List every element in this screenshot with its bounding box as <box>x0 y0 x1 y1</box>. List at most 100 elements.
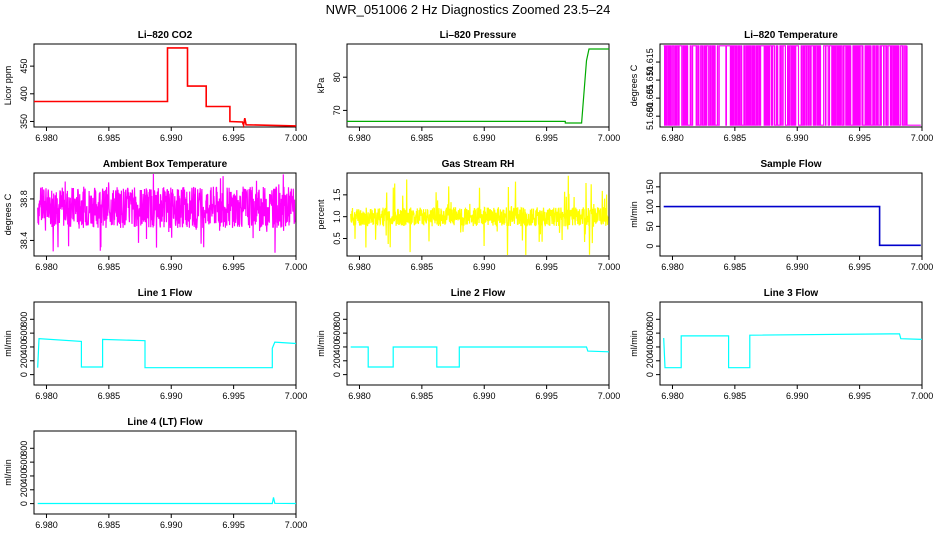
panel-licor-temp: Li–820 Temperature 6.980 6.985 6.990 6.995 7.… <box>629 30 933 143</box>
series-line <box>37 338 297 369</box>
y-tick-label: 0 <box>645 372 655 377</box>
x-tick-label: 7.000 <box>285 133 308 143</box>
y-tick-label: 38.8 <box>19 190 29 208</box>
plot-frame <box>346 43 610 128</box>
x-tick-label: 6.990 <box>786 262 809 272</box>
plot-frame <box>346 172 610 257</box>
series-line <box>663 333 923 369</box>
x-tick-label: 6.995 <box>535 133 558 143</box>
y-axis-label: ml/min <box>316 330 326 357</box>
x-tick-label: 7.000 <box>911 133 934 143</box>
y-tick-label: 200 <box>645 353 655 368</box>
plot-frame <box>659 301 923 386</box>
y-tick-label: 400 <box>19 468 29 483</box>
y-tick-label: 800 <box>645 312 655 327</box>
y-tick-label: 600 <box>645 326 655 341</box>
x-tick-label: 6.990 <box>786 133 809 143</box>
y-tick-label: 600 <box>19 326 29 341</box>
y-tick-label: 51.615 <box>645 48 655 76</box>
x-tick-label: 6.995 <box>535 262 558 272</box>
y-tick-label: 70 <box>332 105 342 115</box>
x-tick-label: 6.990 <box>160 133 183 143</box>
x-tick-label: 6.985 <box>98 262 121 272</box>
y-tick-label: 1.0 <box>332 210 342 223</box>
x-tick-label: 6.990 <box>473 262 496 272</box>
x-tick-label: 6.985 <box>411 133 434 143</box>
y-tick-label: 150 <box>645 179 655 194</box>
x-tick-label: 6.995 <box>535 391 558 401</box>
y-tick-label: 800 <box>19 441 29 456</box>
y-tick-label: 50 <box>645 221 655 231</box>
x-tick-label: 7.000 <box>911 391 934 401</box>
plot-frame <box>33 301 297 386</box>
y-tick-label: 200 <box>19 482 29 497</box>
series-line <box>350 346 610 368</box>
x-tick-label: 6.980 <box>35 133 58 143</box>
x-tick-label: 7.000 <box>911 262 934 272</box>
panel-title: Line 1 Flow <box>138 288 193 299</box>
x-tick-label: 7.000 <box>598 133 621 143</box>
y-tick-label: 600 <box>19 455 29 470</box>
series-line <box>350 175 609 256</box>
y-tick-label: 0 <box>19 372 29 377</box>
y-axis-label: ml/min <box>3 459 13 486</box>
panel-rh: Gas Stream RH 6.980 6.985 6.990 6.995 7.000 0.… <box>316 159 620 272</box>
panel-line2-flow: Line 2 Flow 6.980 6.985 6.990 6.995 7.000 0 200… <box>316 288 620 401</box>
x-tick-label: 6.980 <box>348 391 371 401</box>
x-tick-label: 6.995 <box>222 391 245 401</box>
panel-title: Sample Flow <box>760 159 821 170</box>
panel-title: Li–820 Pressure <box>440 30 517 41</box>
y-tick-label: 38.4 <box>19 232 29 250</box>
y-tick-label: 80 <box>332 72 342 82</box>
y-axis-label: Licor ppm <box>3 66 13 106</box>
x-tick-label: 6.980 <box>35 520 58 530</box>
panel-title: Li–820 Temperature <box>744 30 838 41</box>
y-tick-label: 600 <box>332 326 342 341</box>
x-tick-label: 6.990 <box>473 391 496 401</box>
panel-title: Ambient Box Temperature <box>103 159 228 170</box>
x-tick-label: 6.980 <box>661 133 684 143</box>
plot-frame <box>346 301 610 386</box>
y-tick-label: 200 <box>19 353 29 368</box>
panel-line4-flow: Line 4 (LT) Flow 6.980 6.985 6.990 6.995 7.00… <box>3 417 307 530</box>
figure-title: NWR_051006 2 Hz Diagnostics Zoomed 23.5–… <box>325 2 611 17</box>
x-tick-label: 6.995 <box>848 262 871 272</box>
x-tick-label: 6.990 <box>160 262 183 272</box>
y-tick-label: 51.610 <box>645 66 655 94</box>
plot-frame <box>659 172 923 257</box>
x-tick-label: 6.985 <box>98 520 121 530</box>
y-tick-label: 100 <box>645 199 655 214</box>
x-tick-label: 6.985 <box>724 391 747 401</box>
x-tick-label: 7.000 <box>285 520 308 530</box>
x-tick-label: 6.995 <box>222 520 245 530</box>
y-axis-label: kPa <box>316 78 326 94</box>
series-line <box>663 45 921 126</box>
y-axis-label: ml/min <box>3 330 13 357</box>
y-tick-label: 0 <box>645 244 655 249</box>
x-tick-label: 6.990 <box>786 391 809 401</box>
series-line <box>37 173 296 253</box>
x-tick-label: 6.985 <box>98 391 121 401</box>
x-tick-label: 6.985 <box>411 262 434 272</box>
panel-box-temp: Ambient Box Temperature 6.980 6.985 6.990 6.… <box>3 159 307 272</box>
panel-title: Line 2 Flow <box>451 288 506 299</box>
series-line <box>34 47 297 129</box>
y-axis-label: degrees C <box>3 193 13 235</box>
panel-title: Gas Stream RH <box>442 159 515 170</box>
series-line <box>347 48 609 124</box>
x-tick-label: 6.985 <box>98 133 121 143</box>
y-axis-label: percent <box>316 199 326 230</box>
y-tick-label: 0 <box>19 501 29 506</box>
panel-pressure: Li–820 Pressure 6.980 6.985 6.990 6.995 7.000… <box>316 30 620 143</box>
y-tick-label: 400 <box>19 86 29 101</box>
x-tick-label: 6.985 <box>411 391 434 401</box>
x-tick-label: 7.000 <box>598 262 621 272</box>
panel-line1-flow: Line 1 Flow 6.980 6.985 6.990 6.995 7.000 0 200… <box>3 288 307 401</box>
y-axis-label: ml/min <box>629 330 639 357</box>
x-tick-label: 6.995 <box>848 133 871 143</box>
x-tick-label: 6.990 <box>473 133 496 143</box>
x-tick-label: 6.985 <box>724 133 747 143</box>
y-tick-label: 800 <box>332 312 342 327</box>
x-tick-label: 6.995 <box>222 133 245 143</box>
